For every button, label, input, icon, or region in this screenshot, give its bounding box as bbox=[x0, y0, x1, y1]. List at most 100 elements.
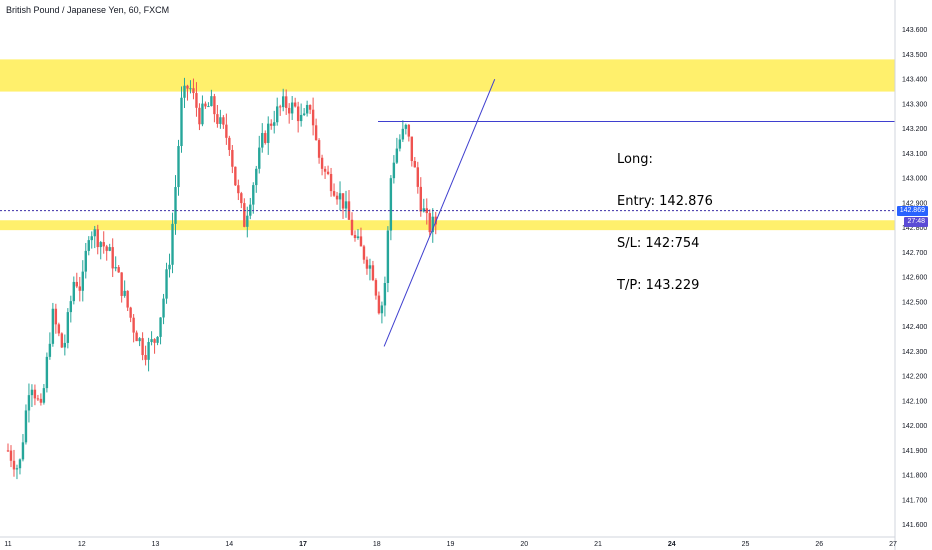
candle-body bbox=[281, 96, 285, 108]
candle-body bbox=[144, 355, 147, 360]
y-tick-label: 143.200 bbox=[902, 126, 927, 133]
candle-body bbox=[407, 124, 411, 137]
y-tick-label: 141.700 bbox=[902, 497, 927, 504]
candle-body bbox=[398, 139, 402, 149]
candle-body bbox=[279, 106, 282, 108]
x-tick-label: 13 bbox=[152, 541, 160, 548]
y-tick-label: 141.600 bbox=[902, 522, 927, 529]
candle-body bbox=[33, 389, 37, 399]
candle-body bbox=[234, 166, 237, 186]
note-line-2: Entry: 142.876 bbox=[617, 194, 713, 209]
drawings-layer bbox=[0, 78, 895, 347]
x-tick-label: 14 bbox=[225, 541, 233, 548]
candle-body bbox=[180, 97, 183, 147]
candle-body bbox=[48, 343, 52, 357]
candle-body bbox=[66, 312, 70, 343]
candle-body bbox=[150, 339, 153, 343]
candle-body bbox=[39, 398, 43, 403]
candle-body bbox=[192, 88, 195, 94]
candle-body bbox=[401, 128, 405, 140]
y-tick-label: 143.600 bbox=[902, 27, 927, 34]
candle-body bbox=[114, 267, 117, 269]
candle-body bbox=[231, 149, 234, 167]
candle-body bbox=[228, 137, 231, 150]
candle-body bbox=[36, 398, 40, 400]
candle-body bbox=[368, 265, 372, 269]
candle-body bbox=[222, 117, 225, 125]
candle-body bbox=[365, 259, 369, 269]
candle-body bbox=[129, 307, 132, 318]
candle-body bbox=[326, 171, 330, 174]
candle-body bbox=[431, 216, 434, 233]
candle-body bbox=[42, 388, 46, 403]
candle-body bbox=[219, 117, 222, 124]
candle-body bbox=[419, 186, 422, 212]
y-tick-label: 142.200 bbox=[902, 374, 927, 381]
candle-body bbox=[21, 442, 25, 460]
candle-body bbox=[338, 193, 342, 200]
y-tick-label: 142.000 bbox=[902, 423, 927, 430]
candle-body bbox=[422, 208, 425, 212]
y-tick-label: 142.300 bbox=[902, 349, 927, 356]
candle-body bbox=[117, 267, 120, 273]
candle-body bbox=[240, 193, 243, 204]
candle-body bbox=[123, 290, 126, 296]
candle-body bbox=[198, 107, 201, 125]
y-tick-label: 143.100 bbox=[902, 151, 927, 158]
trendline bbox=[383, 78, 496, 347]
candle-body bbox=[159, 317, 162, 337]
candle-body bbox=[329, 173, 333, 192]
x-tick-label: 20 bbox=[520, 541, 528, 548]
candle-body bbox=[177, 146, 180, 188]
candle-body bbox=[96, 229, 99, 248]
candle-body bbox=[425, 208, 428, 214]
candle-body bbox=[213, 96, 216, 115]
candle-body bbox=[93, 229, 96, 237]
candle-body bbox=[90, 236, 93, 241]
candle-body bbox=[308, 104, 312, 110]
y-tick-label: 142.500 bbox=[902, 299, 927, 306]
candle-body bbox=[51, 308, 55, 344]
candle-body bbox=[69, 301, 73, 313]
zone-1 bbox=[0, 220, 895, 231]
candle-body bbox=[255, 168, 258, 186]
candle-body bbox=[428, 213, 431, 233]
x-tick-label: 11 bbox=[4, 541, 11, 548]
candle-body bbox=[359, 236, 363, 247]
y-tick-label: 143.400 bbox=[902, 77, 927, 84]
candle-body bbox=[120, 272, 123, 296]
candle-body bbox=[296, 106, 300, 122]
candle-body bbox=[416, 167, 420, 187]
candle-body bbox=[162, 298, 165, 318]
candle-body bbox=[261, 133, 264, 148]
candle-body bbox=[27, 395, 31, 411]
candle-body bbox=[302, 113, 306, 115]
candle-body bbox=[156, 336, 159, 343]
x-tick-label: 24 bbox=[668, 541, 676, 548]
candle-body bbox=[24, 410, 28, 443]
candle-body bbox=[371, 265, 375, 281]
candle-body bbox=[350, 219, 354, 235]
candle-body bbox=[99, 242, 102, 248]
candle-body bbox=[6, 450, 10, 452]
y-axis: 143.600 143.500 143.400 143.300 143.200 143.1… bbox=[894, 0, 927, 550]
y-tick-label: 143.500 bbox=[902, 52, 927, 59]
candle-body bbox=[320, 157, 324, 169]
candle-body bbox=[335, 195, 339, 200]
candle-body bbox=[323, 168, 327, 172]
candle-body bbox=[54, 308, 58, 325]
candle-body bbox=[105, 246, 108, 251]
candle-body bbox=[204, 103, 207, 107]
candle-body bbox=[108, 247, 111, 251]
candle-body bbox=[171, 223, 174, 265]
candle-body bbox=[404, 124, 408, 129]
y-tick-label: 143.000 bbox=[902, 176, 927, 183]
note-line-4: T/P: 143.229 bbox=[617, 278, 700, 293]
candle-body bbox=[270, 123, 273, 126]
candle-body bbox=[249, 204, 252, 216]
candle-body bbox=[207, 106, 210, 108]
countdown-badge: 27:48 bbox=[904, 216, 928, 227]
candle-body bbox=[314, 125, 318, 141]
y-tick-label: 142.600 bbox=[902, 275, 927, 282]
